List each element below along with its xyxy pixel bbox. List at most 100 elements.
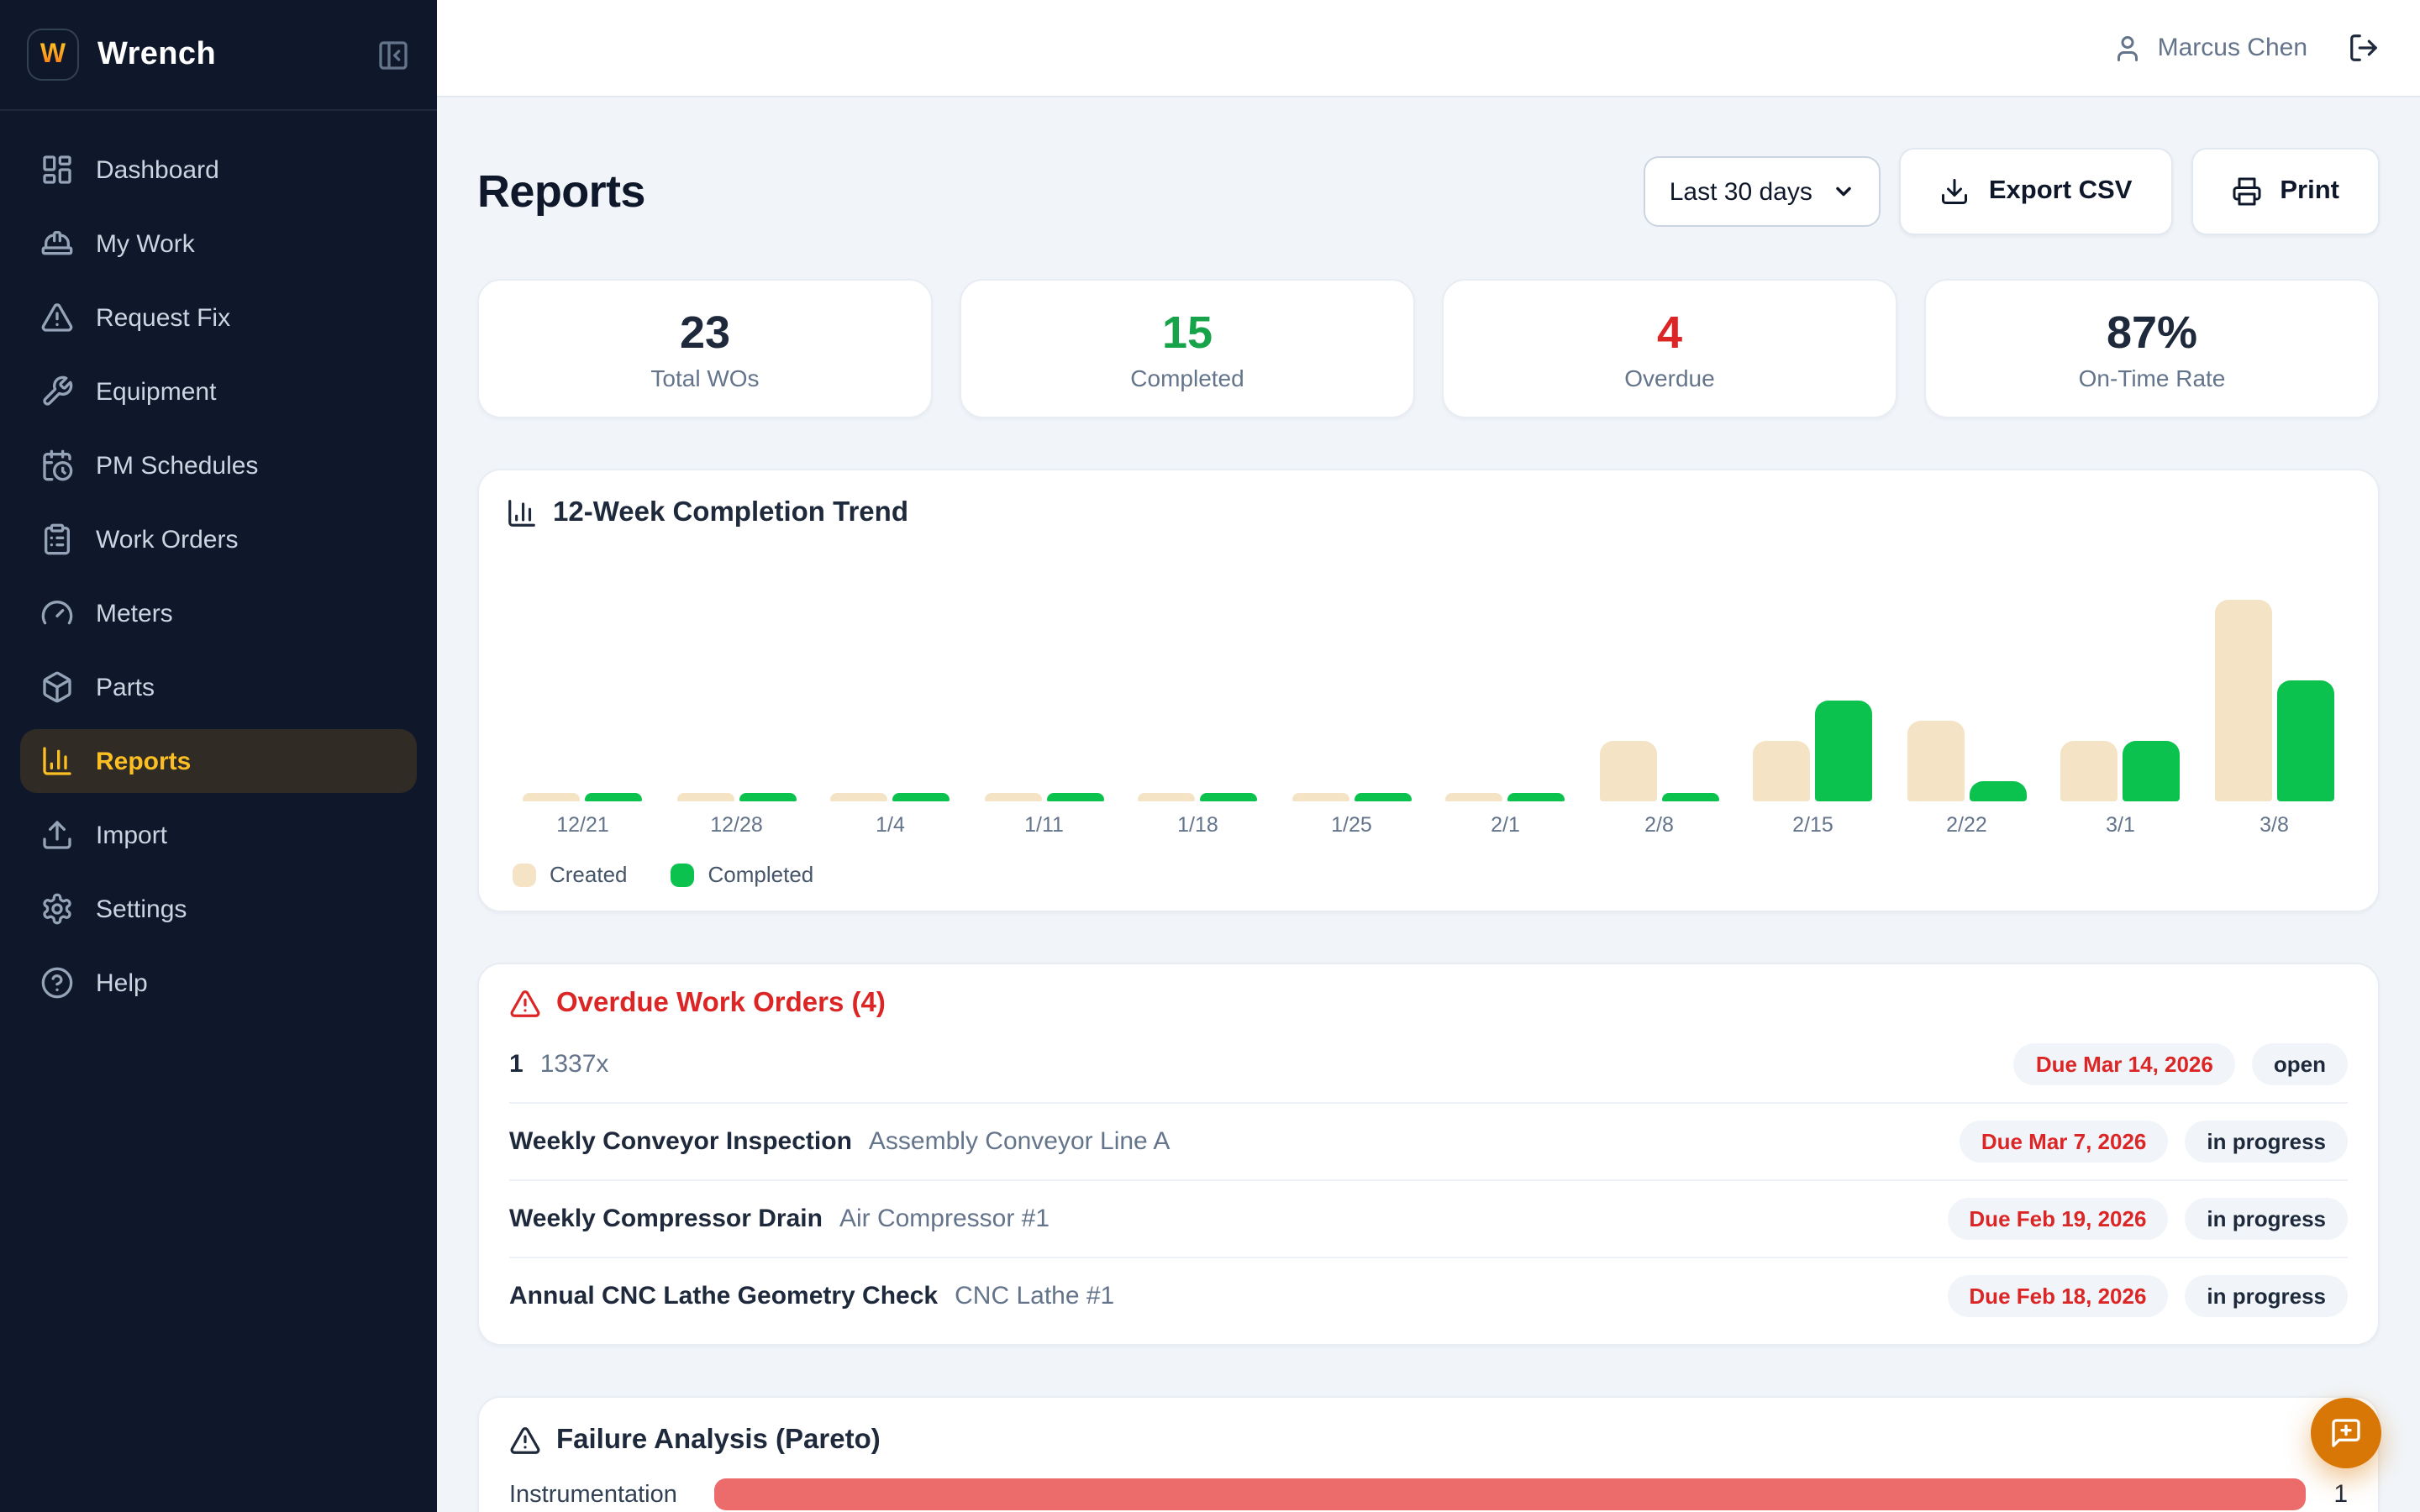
panel-left-close-icon[interactable] (376, 38, 410, 71)
created-bar (676, 793, 734, 801)
date-range-select[interactable]: Last 30 days (1644, 156, 1881, 227)
sidebar-item-label: Settings (96, 895, 187, 923)
sidebar-item-label: Reports (96, 747, 192, 775)
pareto-row: Instrumentation 1 (509, 1478, 2348, 1510)
wrench-icon (43, 375, 73, 406)
sidebar-item-meters[interactable]: Meters (20, 581, 417, 645)
main-area: Marcus Chen Reports Last 30 days Export … (437, 0, 2420, 1512)
bar-group (813, 793, 967, 801)
stat-label: Completed (1130, 365, 1244, 391)
due-date-badge: Due Feb 19, 2026 (1947, 1198, 2169, 1240)
stat-label: Overdue (1624, 365, 1715, 391)
created-bar (1445, 793, 1503, 801)
print-label: Print (2280, 176, 2339, 205)
work-order-row[interactable]: 1 1337x Due Mar 14, 2026 open (509, 1026, 2348, 1104)
legend-label: Completed (708, 862, 814, 887)
sidebar-item-my-work[interactable]: My Work (20, 212, 417, 276)
created-bar (984, 793, 1042, 801)
print-button[interactable]: Print (2191, 148, 2380, 235)
sidebar-header: W Wrench (0, 0, 437, 111)
sidebar-item-request-fix[interactable]: Request Fix (20, 286, 417, 349)
hard-hat-icon (41, 231, 73, 255)
x-axis-label: 2/15 (1792, 813, 1833, 837)
bar-group (1121, 793, 1275, 801)
brand-logo-letter: W (39, 39, 66, 68)
trend-plot (506, 546, 2351, 801)
stat-label: Total WOs (650, 365, 760, 391)
sidebar-item-pm-schedules[interactable]: PM Schedules (20, 433, 417, 497)
created-bar (1907, 721, 1965, 801)
work-order-row[interactable]: Weekly Compressor Drain Air Compressor #… (509, 1181, 2348, 1258)
upload-icon (43, 821, 71, 849)
due-date-badge: Due Mar 14, 2026 (2013, 1043, 2235, 1085)
bar-group (1736, 701, 1890, 801)
download-icon (1942, 179, 1968, 204)
chart-title: 12-Week Completion Trend (506, 497, 2351, 529)
status-badge: open (2251, 1043, 2348, 1085)
bar-group (2044, 741, 2197, 801)
completed-bar (1046, 793, 1104, 801)
sidebar-item-settings[interactable]: Settings (20, 877, 417, 941)
sidebar-item-reports[interactable]: Reports (20, 729, 417, 793)
created-bar (830, 793, 888, 801)
sidebar-item-import[interactable]: Import (20, 803, 417, 867)
sidebar-item-label: Help (96, 969, 148, 997)
completed-bar (1661, 793, 1719, 801)
export-csv-label: Export CSV (1988, 176, 2133, 205)
completed-bar (585, 793, 643, 801)
completed-bar (1354, 793, 1412, 801)
report-controls: Last 30 days Export CSV Print (1644, 148, 2380, 235)
bar-group (1428, 793, 1582, 801)
work-order-row[interactable]: Annual CNC Lathe Geometry Check CNC Lath… (509, 1258, 2348, 1334)
work-order-title: Weekly Compressor Drain (509, 1205, 823, 1233)
work-order-row[interactable]: Weekly Conveyor Inspection Assembly Conv… (509, 1104, 2348, 1181)
sidebar-item-dashboard[interactable]: Dashboard (20, 138, 417, 202)
due-date-badge: Due Mar 7, 2026 (1959, 1121, 2169, 1163)
sidebar-item-label: Meters (96, 599, 173, 627)
due-date-badge: Due Feb 18, 2026 (1947, 1275, 2169, 1317)
pareto-category-label: Instrumentation (509, 1481, 677, 1508)
legend-item: Created (513, 862, 628, 887)
user-menu[interactable]: Marcus Chen (2112, 33, 2307, 63)
status-badge: in progress (2185, 1275, 2348, 1317)
gauge-icon (41, 601, 73, 625)
sidebar-item-equipment[interactable]: Equipment (20, 360, 417, 423)
legend-item: Completed (671, 862, 814, 887)
stat-value: 87% (2106, 307, 2198, 358)
stat-card-total: 23 Total WOs (477, 279, 933, 418)
sidebar-item-help[interactable]: Help (20, 951, 417, 1015)
printer-icon (2232, 177, 2260, 206)
sidebar-item-label: My Work (96, 229, 195, 258)
failure-title-text: Failure Analysis (Pareto) (556, 1425, 881, 1455)
help-circle-icon (41, 967, 73, 999)
sidebar-item-parts[interactable]: Parts (20, 655, 417, 719)
sidebar-item-label: Import (96, 821, 168, 849)
created-bar (1138, 793, 1196, 801)
chart-legend: Created Completed (506, 862, 2351, 887)
feedback-fab[interactable] (2311, 1398, 2381, 1468)
stat-card-overdue: 4 Overdue (1442, 279, 1897, 418)
user-icon (2117, 35, 2138, 60)
overdue-title-text: Overdue Work Orders (4) (556, 988, 886, 1018)
layout-dashboard-icon (43, 155, 71, 184)
x-axis-label: 2/1 (1491, 813, 1520, 837)
gear-icon (43, 893, 71, 925)
failure-title: Failure Analysis (Pareto) (509, 1425, 2348, 1457)
overdue-title: Overdue Work Orders (4) (509, 988, 2348, 1020)
x-axis-label: 1/11 (1024, 813, 1064, 837)
log-out-icon[interactable] (2348, 32, 2380, 64)
work-order-title: 1 (509, 1050, 523, 1079)
completed-bar (1969, 781, 2027, 801)
brand-logo: W (27, 29, 79, 81)
bar-group (2197, 600, 2351, 801)
sidebar-item-label: Work Orders (96, 525, 239, 554)
brand-name: Wrench (97, 36, 217, 71)
sidebar-item-work-orders[interactable]: Work Orders (20, 507, 417, 571)
work-order-asset: CNC Lathe #1 (955, 1282, 1115, 1310)
work-order-title: Weekly Conveyor Inspection (509, 1127, 852, 1156)
completion-trend-card: 12-Week Completion Trend 12/21 12/28 1/4 1/… (477, 469, 2380, 912)
work-order-asset: 1337x (539, 1050, 609, 1079)
export-csv-button[interactable]: Export CSV (1899, 148, 2173, 235)
x-axis-label: 1/18 (1177, 813, 1218, 837)
